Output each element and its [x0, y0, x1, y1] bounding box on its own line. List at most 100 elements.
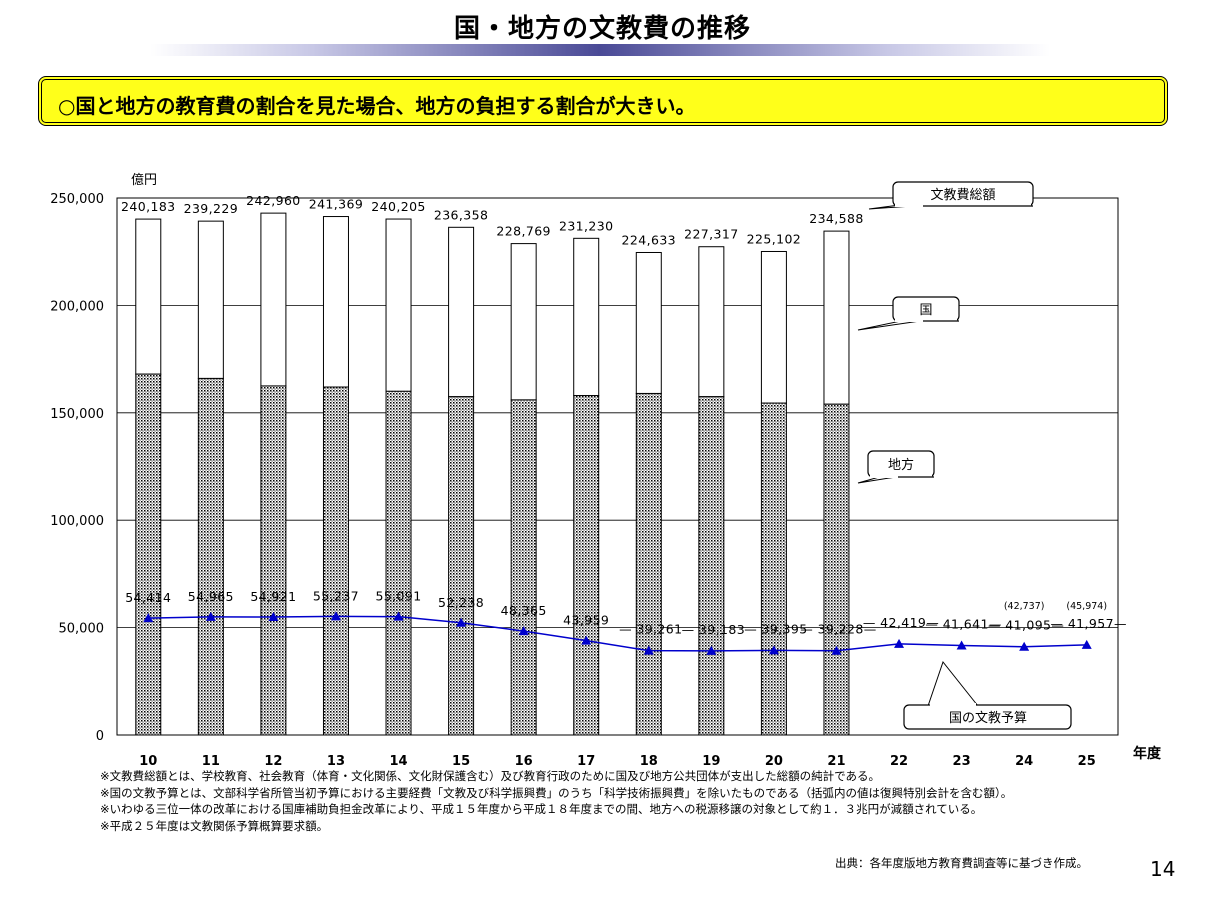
bar-local [385, 390, 412, 736]
budget-value-text: 55,237 [313, 588, 359, 603]
budget-value-text: 39,183 [699, 622, 745, 637]
budget-marker [956, 640, 967, 650]
footnotes: ※文教費総額とは、学校教育、社会教育（体育・文化関係、文化財保護含む）及び教育行… [100, 768, 1012, 834]
budget-value-label: — 41,641— [925, 617, 1001, 632]
label-dash: — [988, 618, 1005, 633]
budget-value-text: 48,365 [501, 603, 547, 618]
x-tick-label: 20 [765, 754, 783, 769]
label-dash: — [1051, 618, 1064, 633]
budget-value-text: 54,965 [188, 589, 234, 604]
x-tick-label: 17 [577, 754, 595, 769]
label-dash: — [864, 622, 877, 637]
bar-national [698, 246, 725, 398]
bar-local [698, 396, 725, 736]
budget-value-text: 41,095 [1005, 618, 1051, 633]
x-tick-label: 24 [1015, 754, 1033, 769]
total-callout-text: 文教費総額 [930, 187, 995, 203]
y-tick-label: 100,000 [50, 514, 104, 529]
label-dash: — [989, 617, 1002, 632]
budget-marker [706, 645, 717, 655]
title-underline [150, 44, 1050, 56]
bar-national [448, 226, 475, 398]
budget-marker [393, 611, 404, 621]
x-tick-label: 21 [827, 754, 845, 769]
budget-marker [768, 645, 779, 655]
callout-mask [930, 703, 976, 707]
budget-marker [894, 638, 905, 648]
total-value-label: 241,369 [309, 197, 364, 212]
budget-marker [268, 612, 279, 622]
budget-value-text: 55,091 [375, 589, 421, 604]
budget-value-label: 48,365 [501, 603, 547, 618]
bar-local [760, 402, 787, 736]
bar-national [135, 218, 162, 375]
label-dash: — [682, 622, 699, 637]
x-tick-label: 19 [702, 754, 720, 769]
x-tick-label: 18 [640, 754, 658, 769]
budget-chart: 240,183 239,229 242,960 241,369 240,205 236,3… [50, 172, 1162, 769]
budget-value-label: 43,959 [563, 613, 609, 628]
bar-local [197, 377, 224, 736]
budget-marker [518, 626, 529, 636]
label-dash: — [619, 622, 636, 637]
budget-value-label: — 39,395 [744, 621, 807, 636]
label-dash: — [925, 617, 942, 632]
total-value-label: 236,358 [434, 207, 489, 222]
total-value-label: 224,633 [622, 232, 677, 247]
bar-local [823, 403, 850, 736]
budget-marker [1019, 641, 1030, 651]
budget-value-label: — 39,261 [619, 622, 682, 637]
budget-value-text: 41,957 [1068, 616, 1114, 631]
x-tick-label: 11 [202, 754, 220, 769]
total-value-label: 242,960 [246, 193, 301, 208]
bar-local [635, 392, 662, 736]
reconstruction-budget-label: (45,974) [1066, 601, 1107, 612]
x-tick-label: 23 [953, 754, 971, 769]
bar-national [322, 216, 349, 388]
x-tick-label: 16 [515, 754, 533, 769]
budget-value-text: 42,419 [880, 615, 926, 630]
bar-national [635, 251, 662, 394]
bar-national [260, 212, 287, 387]
bar-local [448, 396, 475, 736]
total-value-label: 231,230 [559, 218, 614, 233]
reconstruction-budget-label: (42,737) [1004, 601, 1045, 612]
x-tick-label: 14 [389, 754, 407, 769]
callout-pointer [927, 660, 979, 707]
label-dash: — [744, 621, 761, 636]
budget-value-label: — 42,419— [863, 615, 939, 630]
budget-value-label: — 41,957— [1051, 616, 1127, 631]
y-tick-label: 150,000 [50, 407, 104, 422]
plot-frame [116, 197, 1119, 736]
y-tick-label: 250,000 [50, 192, 104, 207]
x-axis-title: 年度 [1133, 745, 1162, 762]
budget-value-text: 43,959 [563, 613, 609, 628]
budget-callout-text: 国の文教予算 [949, 710, 1027, 726]
national-callout-text: 国 [919, 303, 932, 318]
budget-callout: 国の文教予算 [903, 660, 1072, 730]
budget-marker [205, 611, 216, 621]
budget-value-text: 39,228 [818, 622, 864, 637]
summary-box: ○国と地方の教育費の割合を見た場合、地方の負担する割合が大きい。 [38, 76, 1168, 126]
bar-local [510, 399, 537, 736]
label-dash: — [1051, 616, 1068, 631]
budget-marker [1081, 639, 1092, 649]
total-value-label: 239,229 [184, 201, 239, 216]
x-tick-label: 13 [327, 754, 345, 769]
budget-value-label: — 39,228— [800, 622, 876, 637]
bar-local [135, 373, 162, 736]
total-value-label: 234,588 [809, 211, 864, 226]
budget-marker [330, 611, 341, 621]
budget-value-label: 54,921 [250, 589, 296, 604]
source-note: 出典：各年度版地方教育費調査等に基づき作成。 [835, 856, 1088, 870]
bar-national [385, 218, 412, 392]
total-value-label: 227,317 [684, 227, 739, 242]
budget-marker [831, 645, 842, 655]
label-dash: — [1114, 616, 1127, 631]
budget-value-text: 54,414 [125, 590, 171, 605]
bar-local [573, 395, 600, 736]
budget-marker [581, 635, 592, 645]
x-tick-label: 10 [139, 754, 157, 769]
total-callout: 文教費総額 [868, 181, 1034, 210]
bar-national [823, 230, 850, 405]
